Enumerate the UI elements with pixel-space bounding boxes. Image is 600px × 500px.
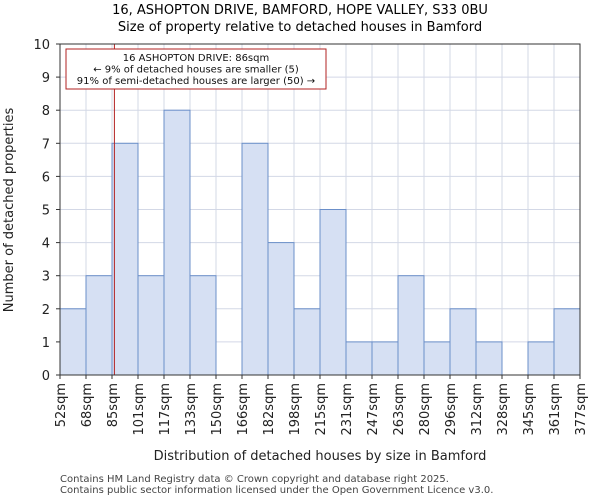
- y-tick-label: 7: [42, 137, 50, 152]
- bar-182sqm: [267, 242, 295, 376]
- y-tick-label: 1: [42, 336, 50, 351]
- bar-68sqm: [85, 275, 113, 376]
- bar-133sqm: [189, 275, 217, 376]
- chart-subtitle: Size of property relative to detached ho…: [118, 20, 482, 35]
- x-tick-label: 377sqm: [574, 383, 589, 436]
- bar-263sqm: [397, 275, 425, 376]
- x-tick-label: 361sqm: [548, 383, 563, 436]
- x-tick-label: 117sqm: [158, 383, 173, 436]
- bar-345sqm: [527, 341, 555, 376]
- footer-line-2: Contains public sector information licen…: [60, 485, 494, 496]
- x-tick-label: 52sqm: [54, 383, 69, 427]
- x-tick-label: 280sqm: [418, 383, 433, 436]
- y-axis-label: Number of detached properties: [2, 108, 17, 313]
- bar-117sqm: [163, 109, 191, 376]
- x-tick-label: 101sqm: [132, 383, 147, 436]
- annotation-box: [65, 48, 327, 90]
- x-tick-label: 182sqm: [262, 383, 277, 436]
- bar-247sqm: [371, 341, 399, 376]
- y-tick-label: 0: [42, 369, 50, 384]
- bar-231sqm: [345, 341, 373, 376]
- y-tick-label: 10: [33, 38, 50, 53]
- y-tick-label: 3: [42, 270, 50, 285]
- x-tick-label: 166sqm: [236, 383, 251, 436]
- annotation-line: ← 9% of detached houses are smaller (5): [93, 65, 299, 76]
- x-tick-label: 198sqm: [288, 383, 303, 436]
- footer-attribution: Contains HM Land Registry data © Crown c…: [60, 474, 493, 496]
- chart-title: 16, ASHOPTON DRIVE, BAMFORD, HOPE VALLEY…: [112, 3, 488, 18]
- bar-296sqm: [449, 308, 477, 376]
- x-tick-label: 68sqm: [80, 383, 95, 427]
- x-tick-label: 296sqm: [444, 383, 459, 436]
- bar-101sqm: [137, 275, 165, 376]
- x-axis-label: Distribution of detached houses by size …: [154, 449, 487, 464]
- property-marker: 16 ASHOPTON DRIVE: 86sqm← 9% of detached…: [65, 44, 327, 375]
- bar-361sqm: [553, 308, 581, 376]
- bar-166sqm: [241, 142, 269, 376]
- x-tick-label: 263sqm: [392, 383, 407, 436]
- y-tick-label: 4: [42, 237, 50, 252]
- x-tick-label: 345sqm: [522, 383, 537, 436]
- x-tick-label: 133sqm: [184, 383, 199, 436]
- y-tick-label: 2: [42, 303, 50, 318]
- bar-312sqm: [475, 341, 503, 376]
- x-tick-label: 312sqm: [470, 383, 485, 436]
- bar-215sqm: [319, 209, 347, 376]
- axes: [56, 43, 581, 379]
- x-tick-label: 85sqm: [106, 383, 121, 427]
- y-tick-labels: 0 1 2 3 4 5 6 7 8 9 10: [33, 38, 50, 384]
- y-tick-label: 6: [42, 170, 50, 185]
- footer-line-1: Contains HM Land Registry data © Crown c…: [60, 474, 449, 485]
- y-tick-label: 9: [42, 71, 50, 86]
- bar-85sqm: [111, 142, 139, 376]
- x-tick-label: 231sqm: [340, 383, 355, 436]
- x-tick-label: 215sqm: [314, 383, 329, 436]
- bar-52sqm: [59, 308, 87, 376]
- x-tick-label: 328sqm: [496, 383, 511, 436]
- x-tick-labels: 52sqm 68sqm 85sqm 101sqm 117sqm 133sqm 150sqm 1…: [54, 383, 589, 436]
- y-tick-label: 5: [42, 204, 50, 219]
- bar-198sqm: [293, 308, 321, 376]
- bar-280sqm: [423, 341, 451, 376]
- annotation-line: 16 ASHOPTON DRIVE: 86sqm: [123, 53, 269, 64]
- x-tick-label: 247sqm: [366, 383, 381, 436]
- annotation-line: 91% of semi-detached houses are larger (…: [77, 76, 315, 87]
- x-tick-label: 150sqm: [210, 383, 225, 436]
- bars-group: [59, 109, 581, 376]
- y-tick-label: 8: [42, 104, 50, 119]
